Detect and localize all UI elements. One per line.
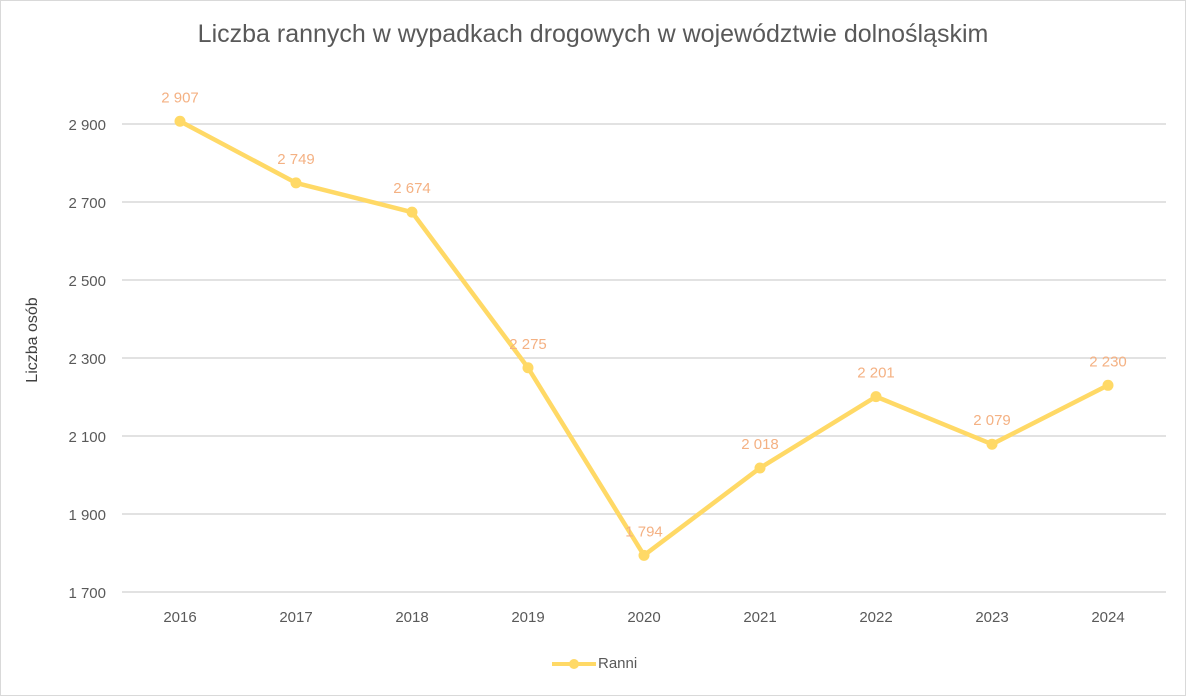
data-label: 2 079 <box>973 412 1011 429</box>
data-point[interactable] <box>522 362 534 374</box>
data-label: 2 230 <box>1089 353 1127 370</box>
data-label: 2 275 <box>509 336 547 353</box>
x-tick-label: 2024 <box>1091 609 1124 626</box>
x-tick-label: 2021 <box>743 609 776 626</box>
y-tick-label: 1 700 <box>68 585 106 602</box>
y-tick-label: 2 100 <box>68 429 106 446</box>
data-label: 2 907 <box>161 89 199 106</box>
y-tick-label: 2 900 <box>68 117 106 134</box>
series-line-ranni <box>178 119 1110 558</box>
y-tick-label: 2 700 <box>68 195 106 212</box>
data-point[interactable] <box>870 391 882 403</box>
data-point[interactable] <box>290 177 302 189</box>
x-tick-label: 2019 <box>511 609 544 626</box>
x-tick-label: 2020 <box>627 609 660 626</box>
x-tick-label: 2016 <box>163 609 196 626</box>
data-label: 1 794 <box>625 523 663 540</box>
legend: Ranni <box>552 655 637 672</box>
data-point[interactable] <box>754 462 766 474</box>
data-point[interactable] <box>986 438 998 450</box>
x-tick-label: 2017 <box>279 609 312 626</box>
x-tick-label: 2018 <box>395 609 428 626</box>
chart-title: Liczba rannych w wypadkach drogowych w w… <box>197 20 989 48</box>
data-label: 2 201 <box>857 365 895 382</box>
data-point[interactable] <box>174 115 186 127</box>
data-point[interactable] <box>638 549 650 561</box>
y-tick-label: 2 500 <box>68 273 106 290</box>
data-label: 2 749 <box>277 151 315 168</box>
data-label: 2 018 <box>741 436 779 453</box>
data-point[interactable] <box>1102 379 1114 391</box>
legend-label: Ranni <box>598 655 638 672</box>
y-tick-label: 1 900 <box>68 507 106 524</box>
data-point[interactable] <box>406 206 418 218</box>
data-label: 2 674 <box>393 180 431 197</box>
legend-line-marker-icon <box>552 658 596 669</box>
x-tick-label: 2023 <box>975 609 1008 626</box>
y-tick-label: 2 300 <box>68 351 106 368</box>
x-tick-label: 2022 <box>859 609 892 626</box>
